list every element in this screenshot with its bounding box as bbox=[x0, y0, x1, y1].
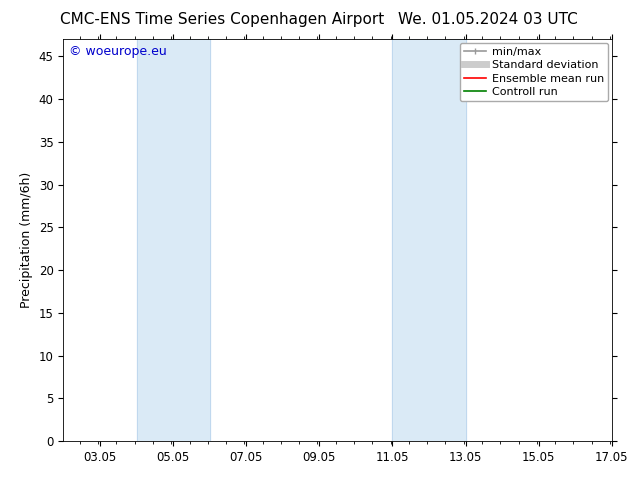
Text: We. 01.05.2024 03 UTC: We. 01.05.2024 03 UTC bbox=[398, 12, 578, 27]
Bar bbox=[392, 39, 465, 441]
Text: CMC-ENS Time Series Copenhagen Airport: CMC-ENS Time Series Copenhagen Airport bbox=[60, 12, 384, 27]
Y-axis label: Precipitation (mm/6h): Precipitation (mm/6h) bbox=[20, 172, 33, 308]
Bar bbox=[136, 39, 210, 441]
Text: © woeurope.eu: © woeurope.eu bbox=[69, 45, 167, 58]
Legend: min/max, Standard deviation, Ensemble mean run, Controll run: min/max, Standard deviation, Ensemble me… bbox=[460, 43, 609, 101]
